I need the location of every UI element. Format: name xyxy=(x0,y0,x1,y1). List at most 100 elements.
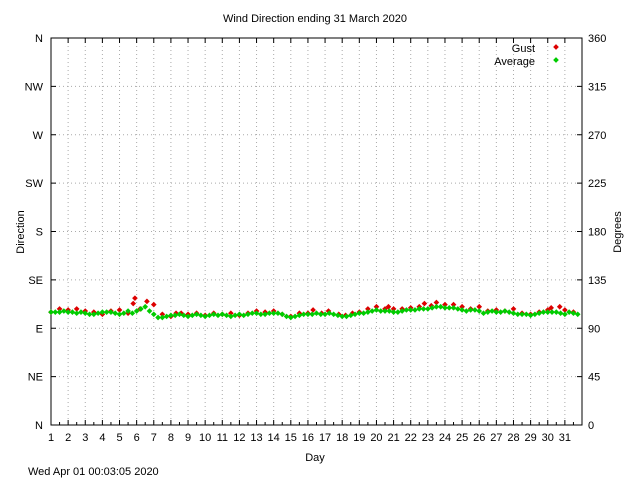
x-tick-label: 14 xyxy=(268,432,280,444)
average-point xyxy=(446,304,453,311)
average-point xyxy=(566,309,572,315)
average-point xyxy=(168,312,174,319)
average-point xyxy=(557,310,564,317)
x-tick-label: 23 xyxy=(422,432,434,444)
y-right-tick-label: 90 xyxy=(588,323,600,335)
average-point xyxy=(249,310,256,317)
average-point xyxy=(369,308,375,314)
x-tick-label: 5 xyxy=(116,432,122,444)
average-point xyxy=(78,309,84,315)
gust-point xyxy=(116,307,123,313)
series-layer xyxy=(48,295,581,321)
x-tick-label: 7 xyxy=(151,432,157,444)
average-point xyxy=(497,309,504,315)
x-tick-label: 27 xyxy=(490,432,502,444)
average-point xyxy=(574,311,581,318)
average-point xyxy=(343,313,350,320)
average-point xyxy=(176,311,183,318)
average-point xyxy=(386,308,393,314)
gust-point xyxy=(365,306,371,312)
average-point xyxy=(283,313,290,320)
average-point xyxy=(365,309,371,315)
average-point xyxy=(489,308,495,314)
average-point xyxy=(437,303,444,310)
x-tick-label: 20 xyxy=(370,432,382,444)
average-point xyxy=(232,312,238,319)
average-point xyxy=(198,312,204,319)
average-point xyxy=(56,309,63,315)
average-point xyxy=(570,310,577,317)
average-point xyxy=(335,312,341,319)
average-point xyxy=(292,313,298,320)
x-tick-label: 16 xyxy=(302,432,314,444)
average-point xyxy=(116,311,123,318)
gust-point xyxy=(510,306,517,312)
y-left-tick-label: SW xyxy=(25,178,43,190)
average-point xyxy=(146,308,153,314)
average-point xyxy=(339,313,346,320)
average-point xyxy=(82,310,89,317)
average-point xyxy=(258,311,264,318)
gust-point xyxy=(562,307,568,313)
average-point xyxy=(382,308,388,314)
legend-marker-average xyxy=(553,57,559,63)
y-left-tick-label: SE xyxy=(28,275,43,287)
average-point xyxy=(317,311,324,318)
x-tick-label: 19 xyxy=(353,432,365,444)
y-left-tick-label: NE xyxy=(28,372,43,384)
y-right-tick-label: 270 xyxy=(588,130,606,142)
average-point xyxy=(150,311,157,318)
x-tick-label: 22 xyxy=(405,432,417,444)
average-point xyxy=(553,309,560,315)
gust-point xyxy=(373,303,380,310)
average-point xyxy=(330,311,337,318)
average-point xyxy=(493,309,500,315)
x-tick-label: 24 xyxy=(439,432,451,444)
average-point xyxy=(279,311,286,318)
average-point xyxy=(270,310,277,317)
x-tick-label: 21 xyxy=(387,432,399,444)
average-point xyxy=(90,311,97,318)
average-point xyxy=(228,313,234,320)
average-point xyxy=(450,304,457,311)
legend-label-average: Average xyxy=(494,56,535,68)
average-point xyxy=(407,307,414,313)
average-point xyxy=(322,311,328,318)
average-point xyxy=(300,311,307,318)
average-point xyxy=(433,303,440,310)
average-point xyxy=(163,313,170,320)
average-point xyxy=(287,314,294,321)
average-point xyxy=(514,311,521,318)
average-point xyxy=(125,308,131,314)
average-point xyxy=(266,310,273,317)
average-point xyxy=(69,309,76,315)
y-left-tick-label: E xyxy=(36,323,43,335)
x-tick-label: 26 xyxy=(473,432,485,444)
average-point xyxy=(155,314,161,321)
average-point xyxy=(253,310,260,317)
x-tick-label: 8 xyxy=(168,432,174,444)
gust-point xyxy=(228,310,234,317)
x-tick-label: 25 xyxy=(456,432,468,444)
gust-point xyxy=(73,306,80,312)
legend-label-gust: Gust xyxy=(512,43,535,55)
average-point xyxy=(129,310,136,317)
average-point xyxy=(108,309,114,315)
x-tick-label: 31 xyxy=(559,432,571,444)
average-point xyxy=(476,308,483,314)
x-tick-label: 12 xyxy=(233,432,245,444)
average-point xyxy=(373,307,380,313)
average-point xyxy=(523,311,530,318)
average-point xyxy=(240,312,247,319)
average-point xyxy=(73,310,80,317)
average-point xyxy=(540,309,547,315)
gust-point xyxy=(459,303,465,310)
average-point xyxy=(544,309,551,315)
y-axis-left-label: Direction xyxy=(15,210,27,253)
x-axis-label: Day xyxy=(305,452,325,464)
average-point xyxy=(262,311,268,318)
x-tick-label: 18 xyxy=(336,432,348,444)
y-left-tick-label: N xyxy=(35,33,43,45)
y-left-tick-label: S xyxy=(36,227,43,239)
